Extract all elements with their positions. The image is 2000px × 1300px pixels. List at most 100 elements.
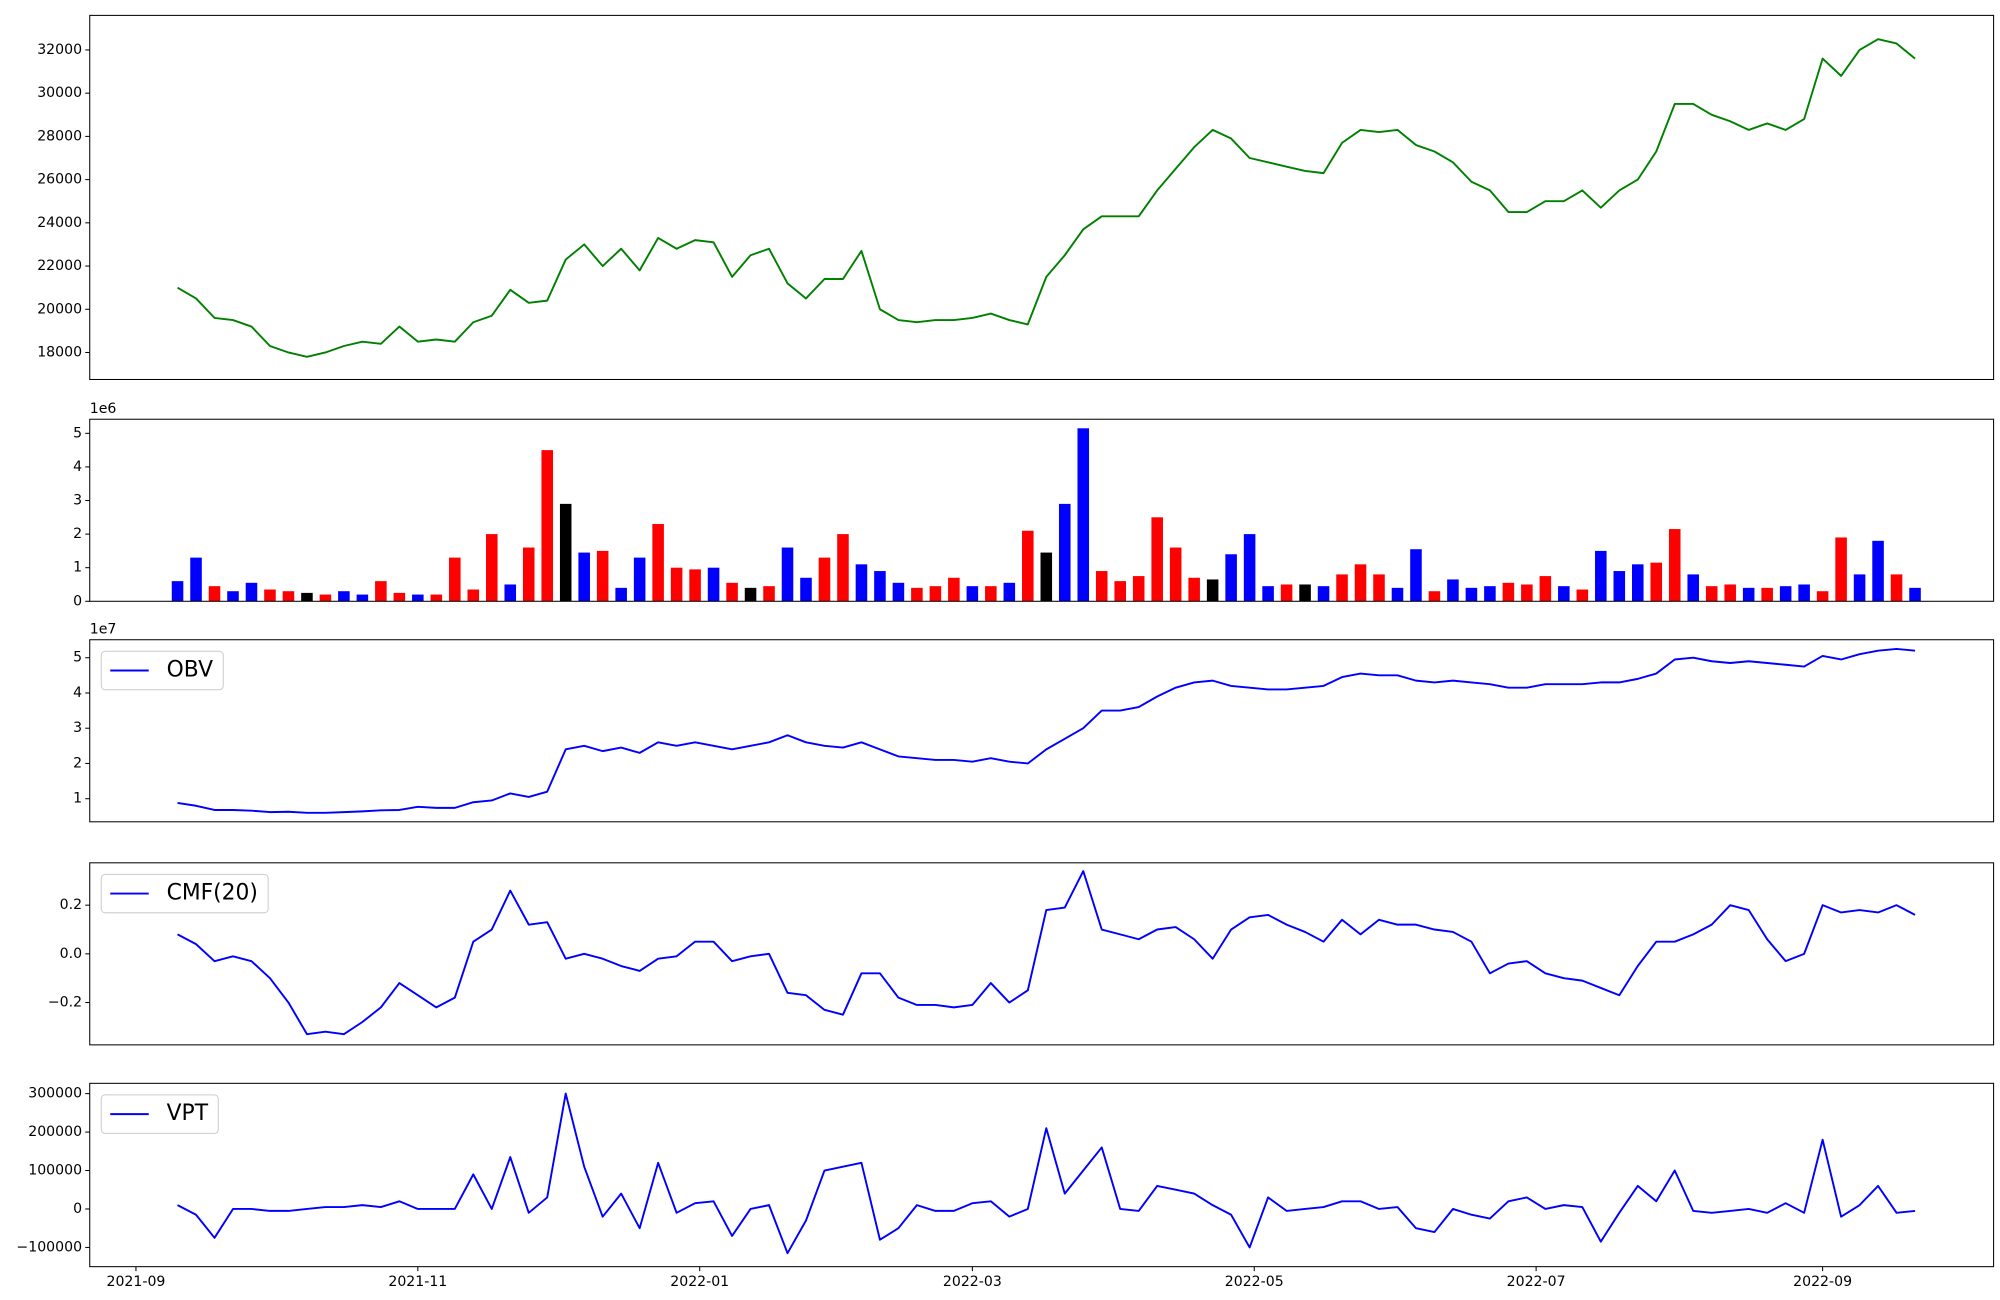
x-tick-label: 2022-09: [1793, 1274, 1852, 1290]
axis-offset-label: 1e6: [90, 401, 117, 417]
axis-offset-label: 1e7: [90, 621, 117, 637]
volume-bar: [652, 524, 664, 602]
panel: 18000 20000 22000 24000 26000 28000 30000 32000: [37, 14, 1995, 381]
volume-bar: [1077, 428, 1090, 602]
volume-bar: [1262, 586, 1274, 602]
y-tick-label: 32000: [37, 42, 82, 58]
y-tick-label: 28000: [37, 128, 82, 144]
volume-bar: [227, 591, 239, 602]
y-tick-label: 3: [73, 720, 82, 736]
volume-bar: [1040, 552, 1053, 602]
volume-bar: [375, 581, 387, 602]
volume-bar: [1317, 586, 1330, 602]
volume-bar: [966, 586, 979, 602]
x-tick-label: 2021-09: [107, 1274, 166, 1290]
volume-bar: [1151, 517, 1163, 602]
volume-bar: [726, 582, 738, 602]
legend-frame: [100, 1094, 219, 1134]
volume-bar: [430, 594, 443, 602]
volume-bar: [245, 582, 258, 602]
y-tick-label: 0.2: [60, 897, 82, 913]
volume-bar: [1853, 574, 1866, 602]
line-series: [177, 647, 1916, 814]
legend: VPT: [100, 1094, 219, 1134]
volume-bar: [356, 594, 369, 602]
volume-bar: [1835, 537, 1847, 602]
volume-bar: [1058, 503, 1071, 602]
x-tick-label: 2022-01: [670, 1274, 729, 1290]
volume-bar: [190, 557, 202, 602]
panel: 1 2 3 4 5 1e7 OBV: [73, 621, 1995, 823]
panel-frame: [89, 639, 1995, 823]
y-tick-label: 3: [73, 493, 82, 509]
volume-bar: [929, 586, 942, 602]
volume-bar: [1724, 584, 1736, 602]
volume-bar: [485, 534, 498, 602]
panel-frame: [89, 418, 1995, 602]
volume-bar: [1132, 576, 1145, 602]
line-series: [177, 870, 1916, 1036]
volume-bar: [948, 577, 960, 602]
volume-bar: [1188, 577, 1200, 602]
panel: 0 1 2 3 4 5 1e6: [73, 401, 1995, 609]
volume-bar: [541, 450, 553, 602]
y-tick-label: 0: [73, 1201, 82, 1217]
volume-bar: [1909, 587, 1921, 602]
volume-bar: [1243, 534, 1256, 602]
panel-frame: [89, 1082, 1995, 1268]
y-tick-label: 30000: [37, 85, 82, 101]
volume-bar: [1299, 584, 1311, 602]
volume-bar: [282, 591, 295, 602]
volume-bar: [578, 552, 590, 602]
volume-bar: [1558, 586, 1570, 602]
volume-bar: [1336, 574, 1348, 602]
volume-bar: [1539, 576, 1552, 602]
y-tick-label: 5: [73, 650, 82, 666]
panel: −100000 0 100000 200000 300000 2021-09 2021-11…: [16, 1082, 1995, 1290]
volume-bar: [1502, 582, 1515, 602]
volume-bar: [1798, 584, 1810, 602]
y-tick-label: 0: [73, 593, 82, 609]
volume-bar: [1280, 584, 1293, 602]
legend: OBV: [100, 650, 224, 691]
volume-bar: [1890, 574, 1903, 602]
volume-bar: [1022, 530, 1034, 602]
y-tick-label: 20000: [37, 301, 82, 317]
volume-bar: [1595, 550, 1607, 602]
volume-bar: [911, 587, 923, 602]
panel-frame: [89, 14, 1995, 381]
volume-bar: [1354, 564, 1367, 602]
volume-bar: [1410, 549, 1422, 602]
volume-bar: [393, 592, 406, 602]
y-tick-label: 24000: [37, 215, 82, 231]
volume-bar: [1687, 574, 1700, 602]
volume-bar: [1742, 587, 1755, 602]
volume-bar: [1613, 571, 1626, 602]
y-tick-label: 2: [73, 526, 82, 542]
y-tick-label: 22000: [37, 258, 82, 274]
legend-frame: [100, 873, 269, 914]
volume-bar: [1650, 562, 1663, 602]
volume-bar: [1576, 589, 1589, 602]
line-series: [177, 38, 1916, 358]
volume-bar: [874, 571, 886, 602]
volume-bar: [855, 564, 868, 602]
volume-bar: [1816, 591, 1829, 602]
volume-bar: [1484, 586, 1496, 602]
volume-bar: [1521, 584, 1533, 602]
y-tick-label: 300000: [28, 1086, 82, 1102]
volume-bar: [763, 586, 775, 602]
volume-bar: [1705, 586, 1718, 602]
volume-bar: [818, 557, 831, 602]
volume-bar: [1447, 579, 1459, 602]
volume-bar: [449, 557, 461, 602]
volume-bar: [559, 503, 572, 602]
volume-bar: [1428, 591, 1441, 602]
legend-frame: [100, 650, 224, 691]
legend-label: OBV: [167, 658, 213, 683]
y-tick-label: 0.0: [60, 946, 82, 962]
legend-label: CMF(20): [167, 881, 258, 906]
volume-bar: [1631, 564, 1644, 602]
y-tick-label: 26000: [37, 172, 82, 188]
volume-bar: [1761, 587, 1773, 602]
